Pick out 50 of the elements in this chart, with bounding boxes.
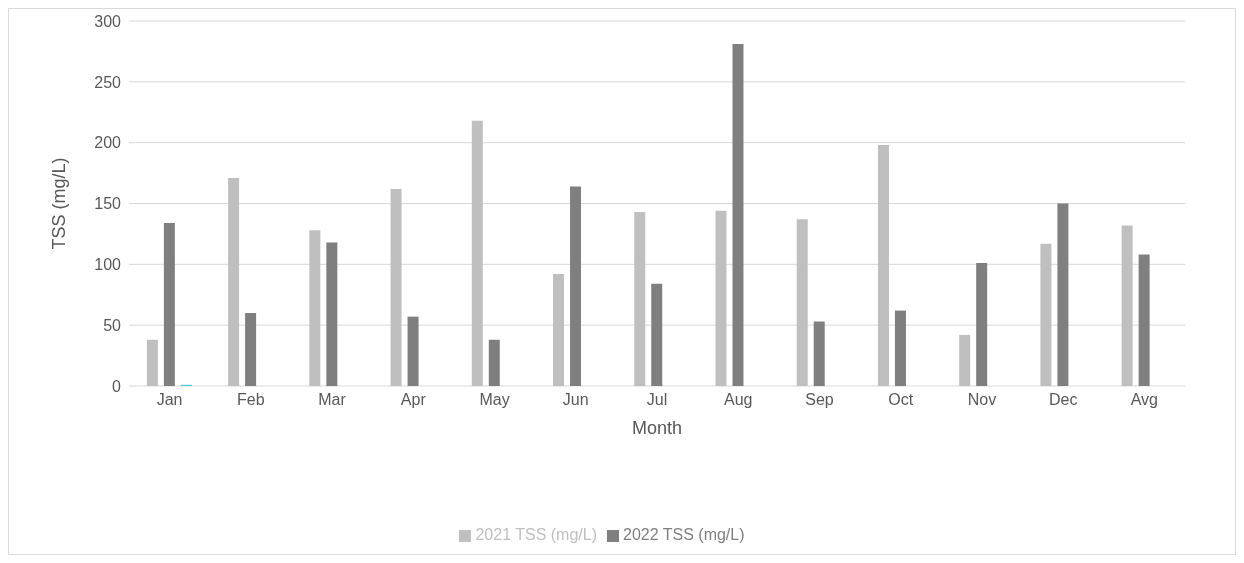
- x-tick-label: Jun: [562, 391, 589, 409]
- bar: [1057, 203, 1069, 386]
- x-tick-label: Avg: [1130, 391, 1159, 409]
- bar: [553, 274, 565, 386]
- y-tick-label: 50: [103, 316, 122, 334]
- bar: [146, 339, 158, 386]
- x-tick-label: Feb: [237, 391, 265, 409]
- x-tick-label: Jul: [646, 391, 668, 409]
- x-tick-label: May: [479, 391, 510, 409]
- bar: [976, 263, 988, 386]
- bar: [959, 334, 971, 386]
- x-tick-label: Mar: [318, 391, 347, 409]
- x-tick-label: Apr: [400, 391, 427, 409]
- bar: [390, 188, 402, 386]
- bar: [245, 313, 257, 386]
- bar: [309, 230, 321, 386]
- bar: [732, 44, 744, 386]
- x-tick-label: Sep: [805, 391, 834, 409]
- bar: [471, 120, 483, 386]
- bar: [1121, 225, 1133, 386]
- y-tick-label: 200: [94, 134, 122, 152]
- bar: [407, 316, 419, 386]
- bar: [163, 222, 175, 386]
- y-tick-label: 250: [94, 73, 122, 91]
- bar: [570, 186, 582, 386]
- bar: [877, 145, 889, 386]
- y-tick-label: 0: [112, 377, 122, 395]
- x-tick-label: Oct: [888, 391, 914, 409]
- y-tick-label: 300: [94, 12, 122, 30]
- x-tick-label: Nov: [967, 391, 997, 409]
- x-tick-label: Jan: [156, 391, 183, 409]
- x-tick-label: Dec: [1048, 391, 1078, 409]
- legend-label: 2021 TSS (mg/L): [475, 526, 597, 543]
- bar: [1040, 243, 1052, 386]
- bar: [326, 242, 338, 386]
- y-axis-title: TSS (mg/L): [49, 157, 70, 250]
- y-tick-label: 150: [94, 195, 122, 213]
- x-tick-label: Aug: [724, 391, 753, 409]
- bar: [894, 310, 906, 386]
- y-tick-label: 100: [94, 256, 122, 274]
- bar: [634, 212, 646, 386]
- bar: [796, 219, 808, 386]
- bar: [488, 339, 500, 386]
- legend-label: 2022 TSS (mg/L): [623, 526, 745, 543]
- bar: [1138, 254, 1150, 386]
- bar: [228, 177, 240, 386]
- bar: [715, 210, 727, 386]
- bar: [651, 283, 663, 386]
- bar: [813, 321, 825, 386]
- x-axis-title: Month: [631, 418, 683, 438]
